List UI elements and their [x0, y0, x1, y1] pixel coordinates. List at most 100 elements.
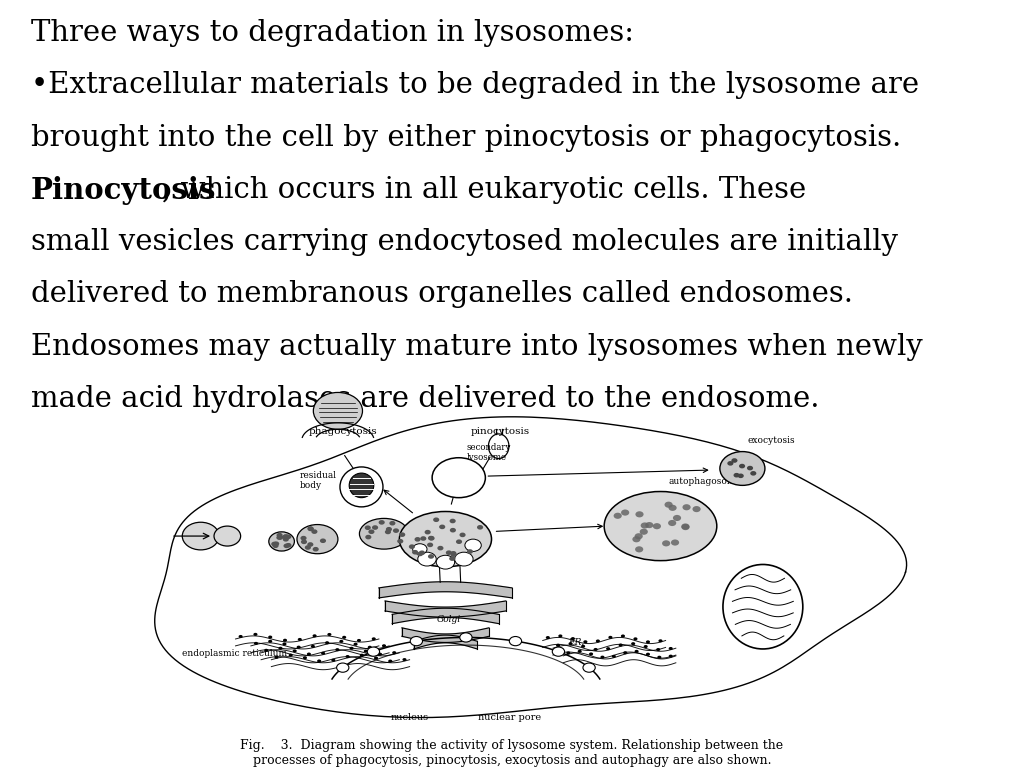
Circle shape	[293, 650, 297, 653]
Ellipse shape	[349, 473, 374, 498]
Circle shape	[305, 545, 311, 550]
Circle shape	[477, 525, 483, 530]
Circle shape	[313, 392, 362, 429]
Circle shape	[342, 636, 346, 639]
Circle shape	[283, 537, 289, 541]
Circle shape	[298, 638, 302, 641]
Circle shape	[450, 528, 456, 532]
Text: phagocytosis: phagocytosis	[308, 427, 378, 436]
Circle shape	[274, 656, 279, 659]
Circle shape	[445, 551, 452, 555]
Circle shape	[658, 639, 663, 642]
Circle shape	[427, 542, 433, 547]
Circle shape	[303, 657, 307, 660]
Circle shape	[646, 653, 650, 656]
Text: Three ways to degradation in lysosomes:: Three ways to degradation in lysosomes:	[31, 19, 634, 47]
Circle shape	[272, 544, 279, 548]
Circle shape	[584, 641, 588, 644]
Circle shape	[682, 504, 690, 510]
Circle shape	[286, 543, 292, 548]
Text: primary
lysosome: primary lysosome	[419, 522, 456, 556]
Circle shape	[644, 645, 648, 648]
Text: endoplasmic reticulum: endoplasmic reticulum	[182, 649, 288, 658]
Circle shape	[751, 471, 757, 475]
Circle shape	[286, 535, 292, 539]
Circle shape	[606, 647, 610, 650]
Circle shape	[254, 642, 258, 645]
Text: Fig.    3.  Diagram showing the activity of lysosome system. Relationship betwee: Fig. 3. Diagram showing the activity of …	[241, 739, 783, 766]
Circle shape	[611, 655, 615, 658]
Circle shape	[692, 506, 700, 512]
Circle shape	[397, 539, 403, 544]
Circle shape	[460, 633, 472, 642]
Circle shape	[369, 529, 375, 534]
Circle shape	[566, 651, 570, 654]
Circle shape	[409, 545, 415, 549]
Circle shape	[428, 536, 434, 541]
Circle shape	[581, 645, 585, 648]
Circle shape	[635, 546, 643, 552]
Circle shape	[673, 515, 681, 521]
Text: •Extracellular materials to be degraded in the lysosome are: •Extracellular materials to be degraded …	[31, 71, 919, 99]
Circle shape	[631, 642, 635, 645]
Circle shape	[509, 637, 521, 646]
Circle shape	[568, 642, 572, 645]
Text: small vesicles carrying endocytosed molecules are initially: small vesicles carrying endocytosed mole…	[31, 228, 898, 256]
Circle shape	[364, 650, 368, 653]
Polygon shape	[392, 608, 499, 624]
Circle shape	[420, 536, 426, 541]
Ellipse shape	[604, 492, 717, 561]
Text: Endosomes may actually mature into lysosomes when newly: Endosomes may actually mature into lysos…	[31, 333, 923, 360]
Circle shape	[622, 509, 630, 515]
Circle shape	[596, 640, 600, 643]
Text: , which occurs in all eukaryotic cells. These: , which occurs in all eukaryotic cells. …	[162, 176, 806, 204]
Circle shape	[633, 536, 641, 542]
Circle shape	[669, 647, 673, 650]
Circle shape	[737, 474, 743, 478]
Circle shape	[279, 647, 283, 650]
Circle shape	[379, 520, 385, 525]
Ellipse shape	[723, 564, 803, 649]
Circle shape	[399, 532, 406, 537]
Circle shape	[214, 526, 241, 546]
Circle shape	[739, 464, 745, 468]
Circle shape	[308, 527, 314, 531]
Circle shape	[465, 539, 481, 551]
Circle shape	[319, 538, 326, 543]
Circle shape	[558, 634, 562, 637]
Text: secondary
lysosome: secondary lysosome	[467, 443, 511, 462]
Circle shape	[428, 554, 434, 559]
Circle shape	[276, 533, 283, 538]
Circle shape	[307, 542, 313, 547]
Circle shape	[412, 550, 418, 554]
Circle shape	[425, 530, 431, 535]
Circle shape	[276, 535, 283, 540]
Circle shape	[392, 651, 396, 654]
Circle shape	[311, 645, 315, 648]
Circle shape	[301, 540, 307, 545]
Circle shape	[372, 525, 378, 530]
Circle shape	[451, 552, 457, 557]
Circle shape	[365, 525, 371, 530]
Text: ER.: ER.	[568, 638, 585, 647]
Circle shape	[624, 651, 628, 654]
Circle shape	[731, 458, 737, 463]
Circle shape	[665, 502, 673, 508]
Circle shape	[656, 648, 660, 651]
Circle shape	[317, 660, 322, 663]
Circle shape	[640, 528, 648, 535]
Circle shape	[289, 654, 293, 657]
Circle shape	[681, 524, 689, 530]
Circle shape	[556, 644, 560, 647]
Ellipse shape	[399, 511, 492, 567]
Text: residual
body: residual body	[300, 471, 337, 491]
Circle shape	[727, 461, 733, 465]
Circle shape	[618, 644, 623, 647]
Circle shape	[411, 637, 423, 646]
Circle shape	[456, 539, 462, 544]
Ellipse shape	[268, 531, 295, 551]
Circle shape	[368, 647, 380, 656]
Circle shape	[583, 663, 595, 672]
Polygon shape	[401, 628, 489, 642]
Circle shape	[645, 522, 653, 528]
